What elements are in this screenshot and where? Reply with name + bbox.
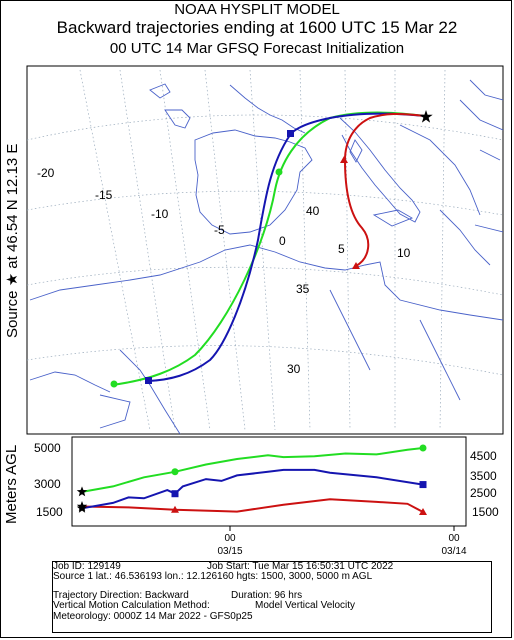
lat-label-30: 30 [287,362,301,376]
chart-title: Backward trajectories ending at 1600 UTC… [56,18,458,37]
right-tick-2500: 2500 [470,486,497,500]
lon-label-m10: -10 [151,207,169,221]
info-job-start: Job Start: Tue Mar 15 16:50:31 UTC 2022 [207,561,394,572]
map-track-3000m [147,112,426,382]
trajectory-map: -20 -15 -10 -5 0 5 10 40 35 30 [26,65,504,435]
profile-marker-3000m-24h [171,490,179,498]
profile-marker-5000m-24h [171,468,179,476]
right-tick-1500: 1500 [472,505,499,519]
left-tick-1500: 1500 [36,505,63,519]
profile-line-3000m [81,468,424,510]
lon-label-5: 5 [338,242,345,256]
profile-series-group [76,444,427,515]
info-source: Source 1 lat.: 46.536193 lon.: 12.126160… [53,571,373,582]
lon-label-m20: -20 [37,166,55,180]
profile-marker-1500m-end [419,508,427,515]
right-tick-4500: 4500 [470,449,497,463]
info-meteorology: Meteorology: 0000Z 14 Mar 2022 - GFS0p25 [53,611,253,622]
chart-title-model: NOAA HYSPLIT MODEL [174,1,340,18]
vertical-profile: 5000 3000 1500 4500 3500 2500 1500 00 03… [34,436,499,557]
info-direction: Trajectory Direction: Backward [53,590,189,601]
source-star-icon [419,110,433,123]
time-date-0314: 03/14 [441,546,466,557]
lat-label-40: 40 [306,204,320,218]
profile-line-5000m [81,447,424,493]
map-marker-3000m-24h [287,130,294,137]
info-vertical-method: Vertical Motion Calculation Method: [53,600,210,611]
lon-label-10: 10 [397,246,411,260]
profile-marker-3000m-end [419,481,427,489]
info-job-id: Job ID: 129149 [53,561,121,572]
map-marker-5000m-24h [275,168,283,176]
chart-subtitle: 00 UTC 14 Mar GFSQ Forecast Initializati… [109,40,405,57]
map-coastlines [29,79,503,434]
map-marker-3000m-end [145,377,152,384]
map-border [26,65,504,435]
map-graticule [27,69,503,431]
time-hour-0314: 00 [448,533,460,544]
lon-label-0: 0 [279,234,286,248]
profile-marker-1500m-24h [171,505,179,513]
run-info-box: Job ID: 129149 Job Start: Tue Mar 15 16:… [52,561,492,633]
info-vertical-value: Model Vertical Velocity [255,600,356,611]
profile-start-star-icon-5000m [76,486,88,497]
time-date-0315: 03/15 [217,546,242,557]
profile-marker-5000m-end [419,444,427,452]
left-tick-5000: 5000 [34,441,61,455]
profile-start-star-icon-3000m [76,502,88,513]
time-hour-0315: 00 [224,533,236,544]
map-marker-5000m-end [110,380,118,388]
lon-label-m5: -5 [214,223,225,237]
lat-label-35: 35 [296,282,310,296]
left-tick-3000: 3000 [34,477,61,491]
info-duration: Duration: 96 hrs [231,590,303,601]
lon-label-m15: -15 [95,188,113,202]
map-marker-1500m-end [352,262,360,269]
map-marker-1500m-24h [340,156,348,163]
right-tick-3500: 3500 [470,469,497,483]
profile-line-1500m [81,498,424,513]
